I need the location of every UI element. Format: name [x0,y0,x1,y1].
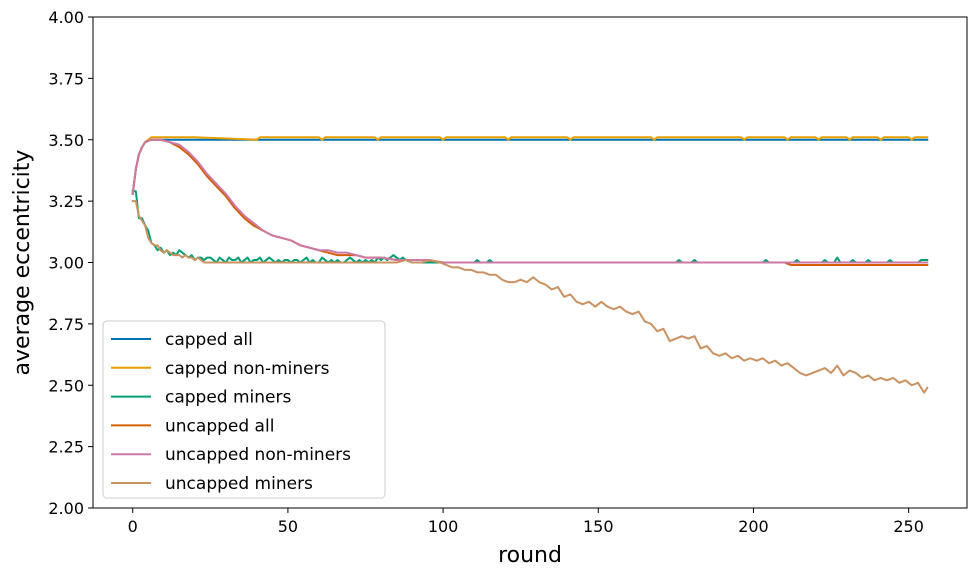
y-tick-label: 4.00 [48,8,84,27]
y-tick-label: 3.00 [48,254,84,273]
x-tick-label: 200 [738,517,769,536]
legend-label: uncapped miners [165,474,313,494]
y-axis-title: average eccentricity [10,150,35,376]
y-tick-label: 2.00 [48,499,84,518]
legend-box [102,320,386,499]
series-line-6 [131,200,929,394]
legend: capped all capped non-miners capped miners… [102,320,386,499]
series-line-1 [131,138,929,195]
legend-label: capped miners [165,388,292,408]
legend-label: capped all [165,330,253,350]
y-tick-label: 3.50 [48,131,84,150]
x-tick-label: 250 [893,517,924,536]
x-tick-label: 150 [583,517,614,536]
series-line-4 [131,138,929,266]
axis-ticks: 0 50 100 150 200 250 2.00 2.25 2.50 2.75 3.00 3.25 3… [48,8,924,536]
y-tick-label: 3.75 [48,69,84,88]
x-tick-label: 50 [278,517,298,536]
series-line-5 [131,138,929,264]
legend-label: uncapped non-miners [165,445,351,465]
y-tick-label: 2.50 [48,376,84,395]
legend-label: uncapped all [165,416,274,436]
series-line-2 [131,136,929,195]
series-lines [131,136,929,394]
x-axis-title: round [498,543,562,568]
x-tick-label: 100 [428,517,459,536]
x-tick-label: 0 [128,517,138,536]
series-line-3 [131,190,929,264]
y-tick-label: 2.25 [48,438,84,457]
y-tick-label: 2.75 [48,315,84,334]
y-tick-label: 3.25 [48,192,84,211]
legend-label: capped non-miners [165,359,330,379]
